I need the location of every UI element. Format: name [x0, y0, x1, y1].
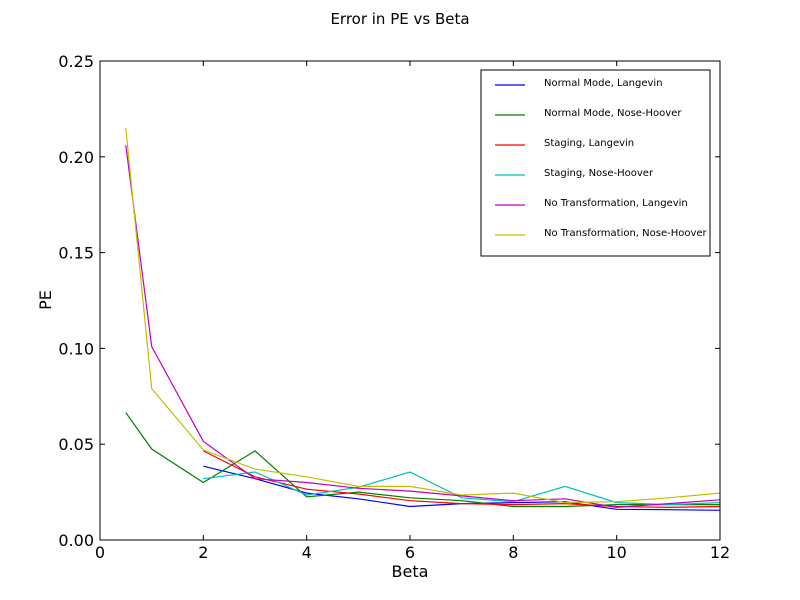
series-line-5 — [125, 145, 721, 509]
x-axis-ticks: 0 2 4 6 8 10 12 — [95, 61, 730, 562]
series-line-3 — [203, 450, 721, 509]
legend-label: Normal Mode, Nose-Hoover — [544, 108, 682, 119]
y-tick-label: 0.05 — [58, 435, 94, 454]
x-tick-label: 12 — [710, 543, 730, 562]
x-tick-label: 2 — [198, 543, 208, 562]
legend-label: Normal Mode, Langevin — [544, 78, 663, 89]
series-line-6 — [125, 128, 721, 504]
y-tick-label: 0.20 — [58, 148, 94, 167]
x-tick-label: 4 — [302, 543, 312, 562]
legend-label: Staging, Nose-Hoover — [544, 168, 654, 179]
x-tick-label: 6 — [405, 543, 415, 562]
y-axis-label: PE — [36, 290, 55, 310]
y-tick-label: 0.00 — [58, 531, 94, 550]
y-tick-label: 0.15 — [58, 244, 94, 263]
series-line-2 — [125, 412, 720, 508]
x-axis-label: Beta — [392, 562, 429, 581]
legend-items: Normal Mode, Langevin Normal Mode, Nose-H… — [495, 78, 708, 239]
plot-lines — [125, 128, 721, 511]
x-tick-label: 10 — [606, 543, 626, 562]
chart-title: Error in PE vs Beta — [330, 10, 469, 28]
series-line-4 — [203, 471, 721, 506]
y-tick-label: 0.25 — [58, 52, 94, 71]
y-tick-label: 0.10 — [58, 339, 94, 358]
x-tick-label: 8 — [508, 543, 518, 562]
legend: Normal Mode, Langevin Normal Mode, Nose-H… — [480, 69, 711, 257]
y-axis-ticks: 0.00 0.05 0.10 0.15 0.20 0.25 — [58, 52, 720, 550]
legend-label: No Transformation, Nose-Hoover — [544, 228, 708, 239]
x-tick-label: 0 — [95, 543, 105, 562]
legend-label: No Transformation, Langevin — [544, 198, 688, 209]
legend-box — [480, 69, 711, 257]
legend-label: Staging, Langevin — [544, 138, 634, 149]
